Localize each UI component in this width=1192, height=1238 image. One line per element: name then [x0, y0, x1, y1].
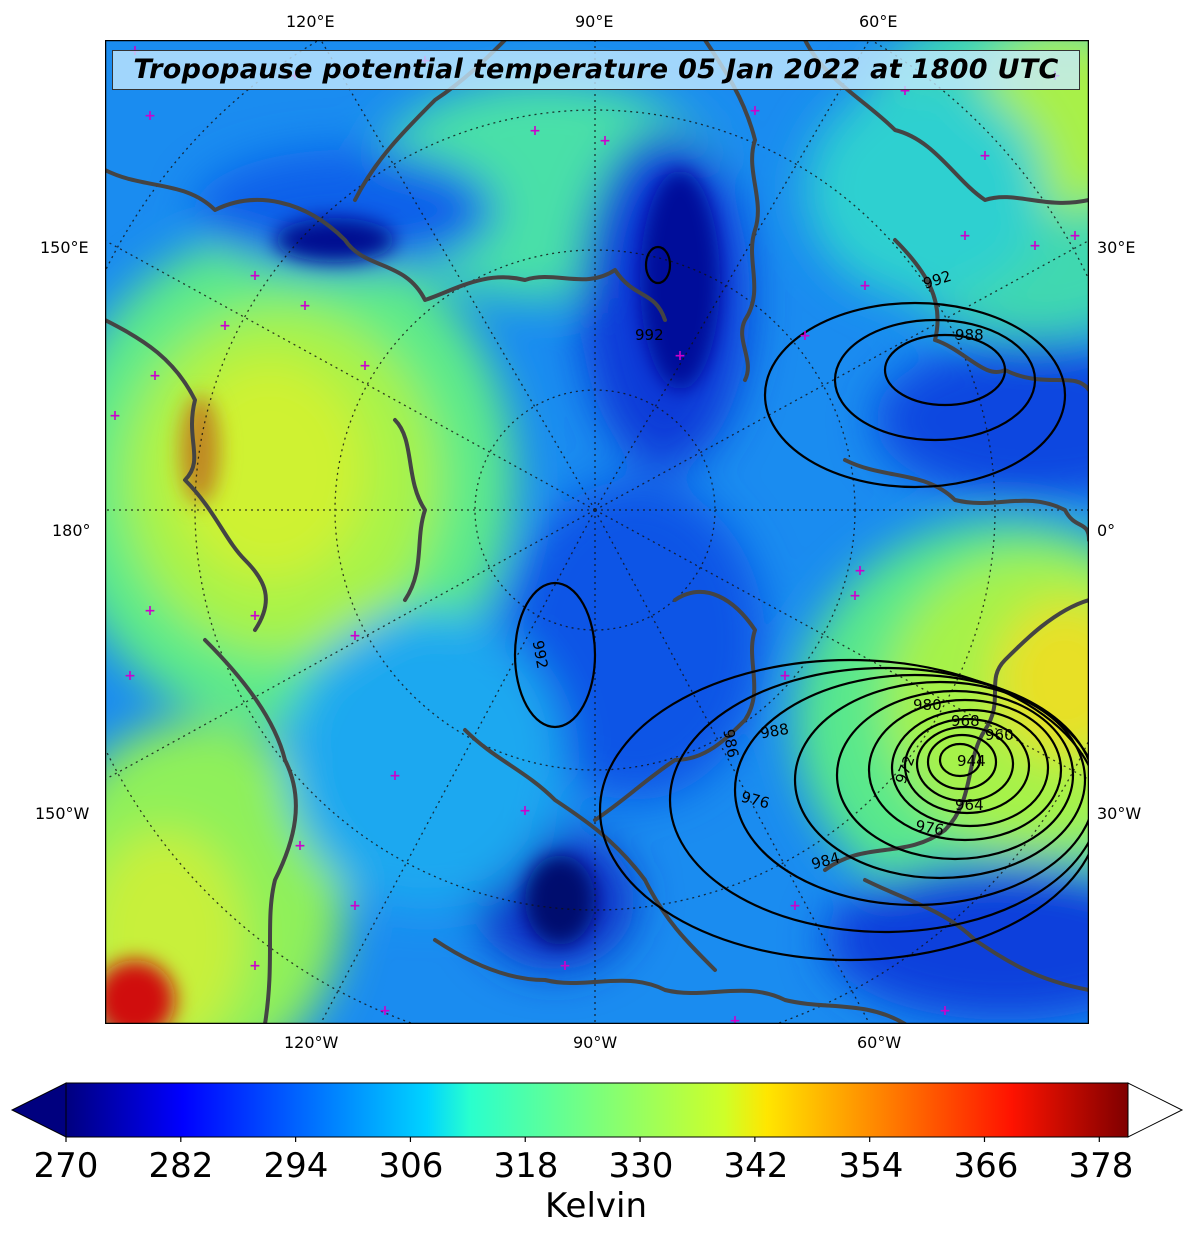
svg-text:+: + [749, 103, 761, 119]
colorbar-tick-label: 330 [608, 1146, 674, 1186]
polar-map: +++ +++ +++ +++ +++ +++ +++ +++ +++ +++ … [105, 40, 1089, 1024]
svg-text:+: + [674, 348, 686, 364]
svg-text:+: + [859, 278, 871, 294]
colorbar-tick-label: 318 [493, 1146, 559, 1186]
svg-text:+: + [519, 803, 531, 819]
contour-label: 988 [955, 326, 984, 344]
top-lon-label: 60°E [859, 12, 898, 31]
svg-text:+: + [1069, 228, 1081, 244]
svg-text:+: + [854, 563, 866, 579]
colorbar-extend-high [1127, 1082, 1184, 1138]
colorbar-tick-label: 282 [148, 1146, 214, 1186]
right-lon-label: 0° [1097, 521, 1116, 540]
contour-label: 964 [955, 796, 984, 814]
graticule [105, 40, 1089, 1024]
svg-text:+: + [109, 408, 121, 424]
svg-text:+: + [294, 838, 306, 854]
contour-label: 992 [635, 326, 664, 344]
station-markers: +++ +++ +++ +++ +++ +++ +++ +++ +++ +++ … [109, 43, 1081, 1024]
contour-label: 986 [719, 728, 742, 759]
colorbar-tick-label: 270 [33, 1146, 99, 1186]
svg-text:+: + [979, 148, 991, 164]
left-lon-label: 150°W [35, 804, 90, 823]
svg-text:+: + [359, 358, 371, 374]
svg-text:+: + [529, 123, 541, 139]
bottom-lon-label: 120°W [284, 1033, 339, 1052]
svg-text:+: + [149, 368, 161, 384]
top-lon-label: 90°E [575, 12, 614, 31]
colorbar-extend-low [10, 1082, 67, 1138]
svg-text:+: + [799, 328, 811, 344]
svg-text:+: + [729, 1013, 741, 1024]
map-frame [105, 40, 1089, 1024]
svg-text:+: + [599, 133, 611, 149]
contour-label: 944 [957, 752, 986, 770]
svg-text:+: + [249, 268, 261, 284]
colorbar-tick-label: 378 [1068, 1146, 1134, 1186]
svg-text:+: + [144, 108, 156, 124]
svg-text:+: + [379, 1003, 391, 1019]
colorbar-bar [65, 1082, 1129, 1138]
svg-text:+: + [779, 668, 791, 684]
contour-label: 968 [951, 712, 980, 730]
contour-label: 976 [914, 817, 945, 840]
top-lon-label: 120°E [286, 12, 335, 31]
contour-label: 960 [985, 726, 1014, 744]
contour-label: 988 [759, 720, 790, 743]
left-lon-label: 150°E [40, 238, 89, 257]
svg-text:+: + [299, 298, 311, 314]
svg-text:+: + [124, 668, 136, 684]
svg-text:+: + [959, 228, 971, 244]
svg-text:+: + [849, 588, 861, 604]
colorbar-tick-label: 354 [838, 1146, 904, 1186]
right-lon-label: 30°E [1097, 238, 1136, 257]
svg-text:+: + [899, 83, 911, 99]
bottom-lon-label: 90°W [573, 1033, 618, 1052]
svg-text:+: + [389, 768, 401, 784]
svg-text:+: + [249, 608, 261, 624]
svg-text:+: + [789, 898, 801, 914]
colorbar-tick-label: 342 [723, 1146, 789, 1186]
svg-text:+: + [349, 628, 361, 644]
svg-text:+: + [349, 898, 361, 914]
svg-text:+: + [559, 958, 571, 974]
svg-text:+: + [249, 958, 261, 974]
svg-text:+: + [1029, 238, 1041, 254]
contour-label: 992 [529, 639, 552, 670]
colorbar-tick-label: 306 [378, 1146, 444, 1186]
svg-text:+: + [219, 318, 231, 334]
map-title: Tropopause potential temperature 05 Jan … [112, 50, 1080, 90]
left-lon-label: 180° [52, 521, 91, 540]
svg-text:+: + [939, 1003, 951, 1019]
right-lon-label: 30°W [1097, 804, 1142, 823]
colorbar [10, 1082, 1184, 1142]
mslp-contours [513, 245, 1089, 962]
svg-text:+: + [144, 603, 156, 619]
contour-label: 980 [913, 696, 942, 714]
bottom-lon-label: 60°W [857, 1033, 902, 1052]
colorbar-units-label: Kelvin [544, 1186, 648, 1226]
colorbar-tick-label: 294 [263, 1146, 329, 1186]
colorbar-tick-label: 366 [953, 1146, 1019, 1186]
